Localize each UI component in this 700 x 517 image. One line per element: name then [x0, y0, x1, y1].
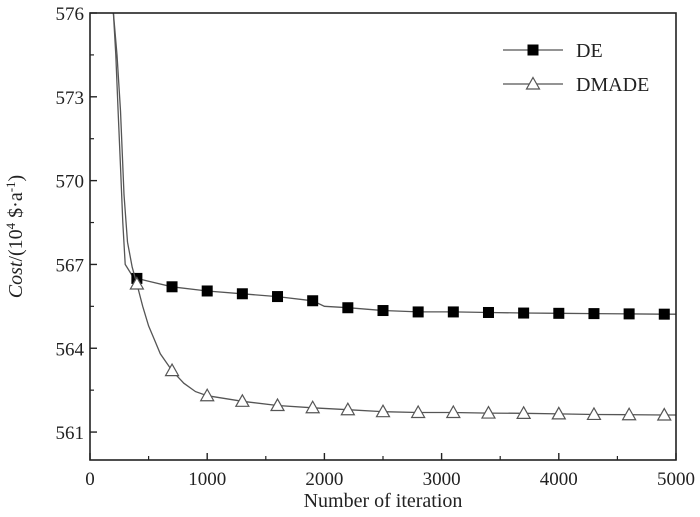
data-point-dmade	[199, 388, 215, 402]
data-point-dmade	[621, 407, 637, 421]
legend-marker-de-square	[527, 44, 539, 56]
x-tick-label: 4000	[540, 469, 578, 490]
y-axis-title-unit: $·a	[5, 192, 27, 223]
data-point-de	[447, 306, 459, 318]
x-axis-title: Number of iteration	[304, 490, 463, 512]
data-point-de	[201, 285, 213, 297]
x-tick-label: 1000	[188, 469, 226, 490]
y-tick-label: 570	[56, 172, 85, 193]
data-point-dmade	[340, 401, 356, 416]
data-point-de	[553, 307, 565, 319]
data-point-dmade	[305, 400, 321, 414]
legend: DE DMADE	[503, 40, 649, 96]
y-tick-label: 573	[56, 88, 85, 109]
y-tick-label: 564	[56, 339, 85, 360]
y-axis-title-variable: Cost	[5, 261, 27, 298]
x-tick-label: 5000	[657, 469, 695, 490]
data-point-dmade	[480, 405, 497, 419]
legend-label-dmade: DMADE	[576, 74, 649, 96]
x-tick-label: 2000	[305, 469, 343, 490]
data-point-de	[377, 305, 389, 317]
y-axis-title-exponent: 4	[3, 222, 18, 229]
data-point-de	[342, 302, 354, 314]
y-tick-label: 576	[56, 4, 85, 25]
legend-label-de: DE	[576, 40, 603, 62]
data-point-dmade	[445, 404, 461, 419]
x-tick-label: 0	[85, 469, 95, 490]
data-point-dmade	[164, 362, 180, 377]
y-axis-title: Cost/(104 $·a-1)	[3, 175, 28, 298]
data-point-de	[623, 308, 635, 320]
y-axis-title-unit-prefix: /(10	[5, 229, 27, 261]
legend-marker-dmade-triangle	[525, 76, 541, 90]
data-point-dmade	[269, 397, 286, 412]
data-point-de	[588, 308, 600, 320]
data-point-dmade	[516, 405, 532, 419]
data-point-dmade	[410, 404, 426, 419]
data-point-de	[658, 308, 670, 320]
x-tick-label: 3000	[423, 469, 461, 490]
data-point-de	[272, 291, 284, 303]
data-point-dmade	[129, 276, 145, 290]
data-point-de	[412, 306, 424, 318]
data-point-de	[236, 288, 248, 300]
data-point-dmade	[586, 406, 602, 421]
data-point-dmade	[375, 403, 391, 418]
y-tick-label: 567	[56, 255, 85, 276]
plot-frame	[89, 12, 677, 461]
data-point-dmade	[551, 406, 567, 420]
data-point-de	[518, 307, 530, 319]
data-point-de	[166, 281, 178, 293]
data-point-de	[482, 306, 494, 318]
data-point-dmade	[234, 393, 250, 407]
y-axis-title-unit-exponent: -1	[3, 181, 18, 192]
data-point-dmade	[656, 407, 672, 421]
data-point-de	[307, 295, 319, 307]
y-tick-label: 561	[56, 423, 85, 444]
y-axis-title-unit-suffix: )	[5, 175, 27, 182]
